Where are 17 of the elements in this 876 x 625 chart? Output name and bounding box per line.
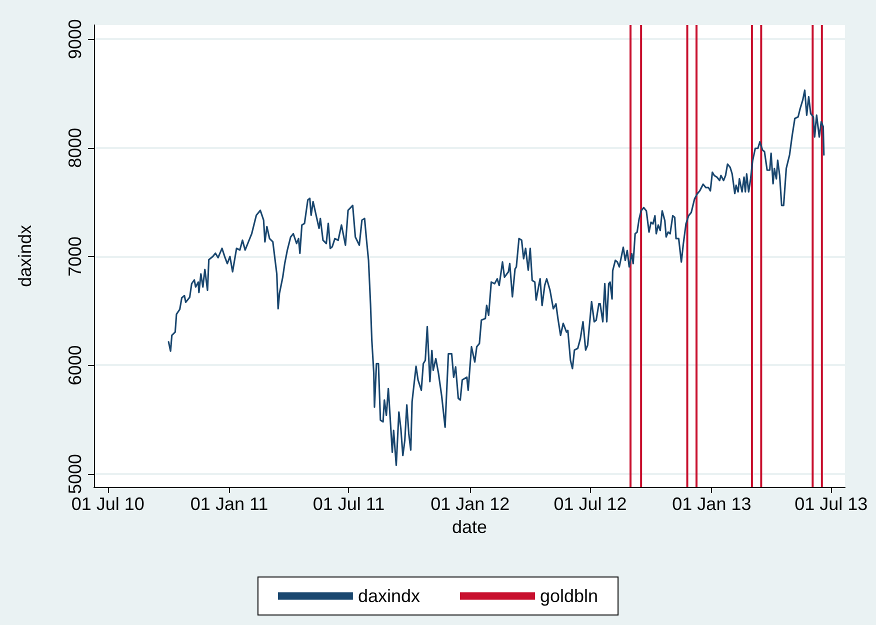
line-series [168, 89, 825, 466]
y-tick-label: 8000 [65, 128, 85, 168]
x-tick-label: 01 Jul 13 [794, 494, 868, 514]
x-tick-label: 01 Jan 12 [430, 494, 510, 514]
legend-label: daxindx [358, 586, 420, 606]
x-axis-title: date [452, 516, 488, 537]
x-tick-label: 01 Jul 10 [71, 494, 144, 514]
y-axis-title: daxindx [15, 224, 35, 288]
y-tick-label: 6000 [65, 345, 85, 386]
x-tick-label: 01 Jul 11 [312, 494, 385, 514]
x-tick-label: 01 Jul 12 [554, 494, 627, 514]
y-tick-label: 5000 [65, 454, 85, 494]
y-tick-label: 7000 [65, 236, 85, 277]
y-tick-label: 9000 [65, 19, 85, 60]
legend-label: goldbln [540, 586, 598, 606]
x-tick-label: 01 Jan 13 [672, 494, 752, 514]
x-tick-label: 01 Jan 11 [190, 494, 268, 514]
